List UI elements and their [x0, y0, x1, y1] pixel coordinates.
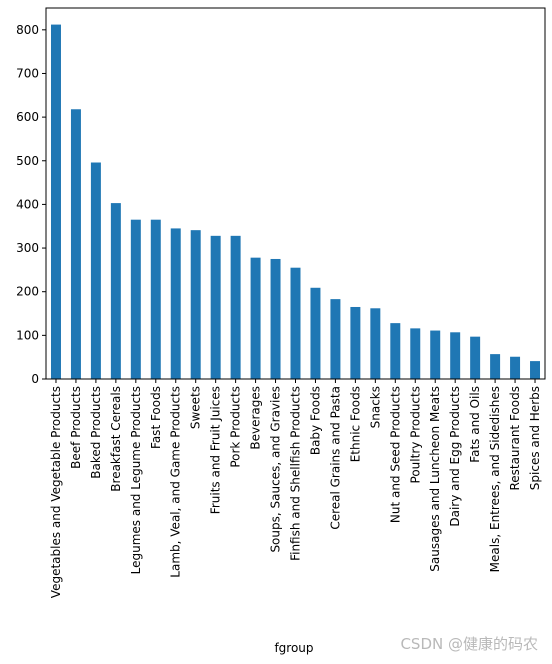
x-tick-label: Sausages and Luncheon Meats [428, 386, 442, 572]
x-axis-label: fgroup [274, 641, 313, 655]
x-tick-label: Beverages [249, 386, 263, 450]
y-tick-label: 400 [16, 197, 39, 211]
x-tick-label: Fruits and Fruit Juices [209, 386, 223, 514]
bar [470, 336, 481, 379]
bar [430, 330, 441, 379]
x-tick-label: Finfish and Shellfish Products [289, 386, 303, 561]
x-tick-label: Ethnic Foods [348, 386, 362, 462]
x-tick-label: Soups, Sauces, and Gravies [269, 386, 283, 553]
x-tick-label: Baby Foods [308, 386, 322, 455]
y-tick-label: 200 [16, 285, 39, 299]
y-tick-label: 300 [16, 241, 39, 255]
bar [190, 230, 201, 379]
bar [310, 287, 321, 379]
bar [510, 356, 521, 379]
bar [370, 308, 381, 379]
bar [350, 306, 361, 379]
x-tick-label: Baked Products [89, 386, 103, 479]
y-tick-label: 100 [16, 328, 39, 342]
bar [450, 332, 461, 379]
x-tick-label: Legumes and Legume Products [129, 386, 143, 574]
plot-frame [45, 7, 546, 380]
bar [330, 299, 341, 379]
watermark: CSDN @健康的码农 [400, 635, 538, 653]
bar [70, 109, 81, 380]
x-tick-label: Snacks [368, 386, 382, 428]
x-tick-label: Vegetables and Vegetable Products [49, 386, 63, 598]
bar [230, 235, 241, 379]
y-tick-label: 800 [16, 23, 39, 37]
x-tick-label: Spices and Herbs [528, 386, 542, 490]
bar [290, 267, 301, 379]
x-tick-label: Sweets [189, 386, 203, 429]
bar [490, 354, 501, 379]
bars-group [50, 24, 541, 380]
x-tick-label: Pork Products [229, 386, 243, 468]
bar [250, 257, 261, 379]
y-tick-label: 700 [16, 66, 39, 80]
bar [410, 328, 421, 379]
bar [110, 203, 121, 379]
bar [150, 219, 161, 379]
x-tick-label: Lamb, Veal, and Game Products [169, 386, 183, 578]
y-tick-label: 0 [31, 372, 39, 386]
bar [270, 258, 281, 379]
x-axis: Vegetables and Vegetable Products Beef Pr… [49, 379, 542, 598]
x-tick-label: Dairy and Egg Products [448, 386, 462, 527]
bar [50, 24, 61, 380]
x-tick-label: Beef Products [69, 386, 83, 469]
bar [90, 162, 101, 379]
x-tick-label: Nut and Seed Products [388, 386, 402, 523]
x-tick-label: Poultry Products [408, 386, 422, 483]
x-tick-label: Cereal Grains and Pasta [328, 386, 342, 530]
y-tick-label: 500 [16, 154, 39, 168]
bar [210, 235, 221, 379]
x-tick-label: Restaurant Foods [508, 386, 522, 491]
x-tick-label: Fats and Oils [468, 386, 482, 463]
x-tick-label: Meals, Entrees, and Sidedishes [488, 386, 502, 572]
bar [390, 323, 401, 379]
x-tick-label: Breakfast Cereals [109, 386, 123, 492]
bar [170, 228, 181, 379]
x-tick-label: Fast Foods [149, 386, 163, 449]
y-axis: 0 100 200 300 400 500 600 700 800 [16, 23, 46, 386]
bar [130, 219, 141, 379]
y-tick-label: 600 [16, 110, 39, 124]
bar [530, 361, 541, 379]
